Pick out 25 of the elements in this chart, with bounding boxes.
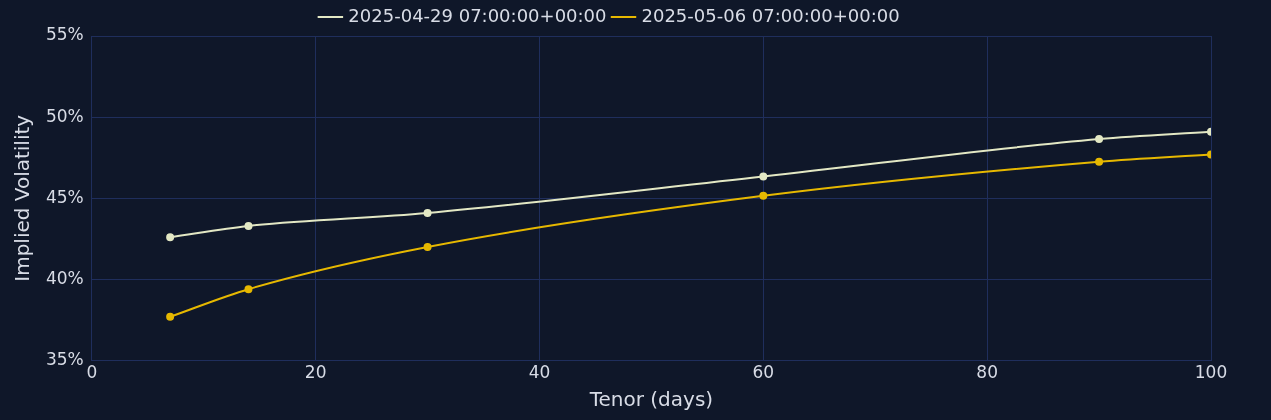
y-tick-label: 55% — [45, 24, 84, 45]
x-tick-label: 40 — [528, 362, 551, 383]
point — [759, 191, 768, 200]
legend-label: 2025-04-29 07:00:00+00:00 — [348, 4, 607, 26]
y-axis-title: Implied Volatility — [10, 114, 35, 282]
point — [1095, 135, 1104, 144]
y-tick-label: 50% — [45, 105, 84, 126]
y-tick-label: 45% — [45, 186, 84, 207]
point — [759, 172, 768, 181]
x-tick-label: 20 — [304, 362, 327, 383]
y-tick-label: 35% — [45, 349, 84, 370]
point — [1095, 157, 1104, 166]
point — [244, 221, 253, 230]
point — [166, 312, 175, 321]
x-tick-label: 80 — [976, 362, 998, 383]
point — [423, 242, 432, 251]
x-tick-label: 100 — [1194, 362, 1228, 383]
point — [166, 233, 175, 242]
y-tick-label: 40% — [45, 267, 84, 288]
legend-label: 2025-05-06 07:00:00+00:00 — [641, 4, 900, 26]
x-tick-label: 0 — [86, 362, 98, 383]
point — [423, 208, 432, 217]
x-tick-label: 60 — [752, 362, 775, 383]
point — [244, 285, 253, 294]
x-axis-title: Tenor (days) — [588, 387, 714, 412]
